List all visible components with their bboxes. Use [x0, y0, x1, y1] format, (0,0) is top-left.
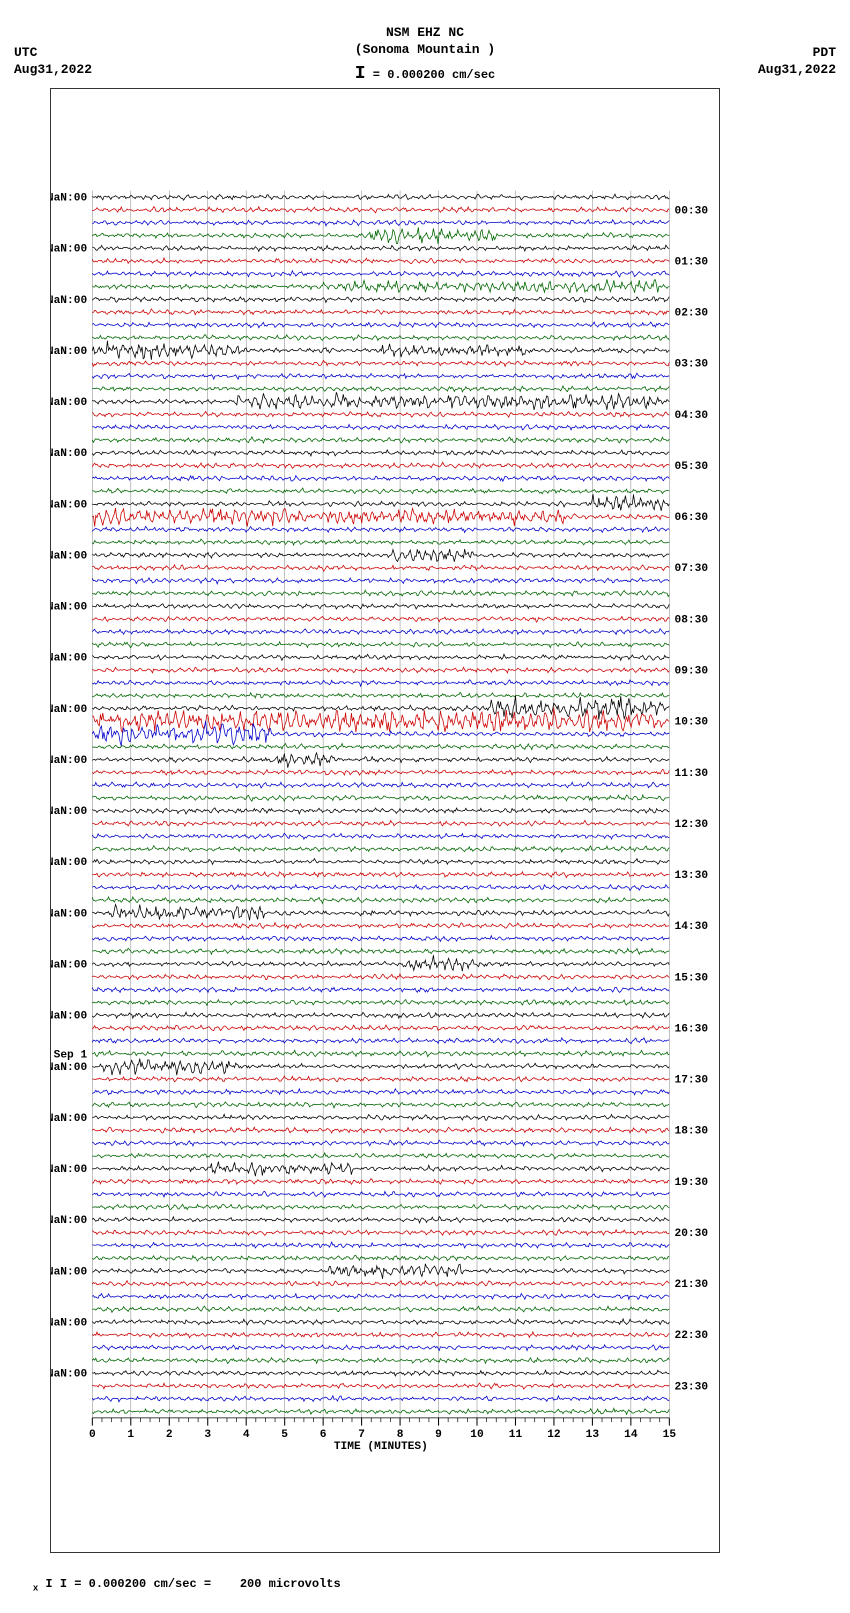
- station-name: (Sonoma Mountain ): [0, 42, 850, 59]
- scale-indicator: I = 0.000200 cm/sec: [0, 63, 850, 86]
- utc-date: Aug31,2022: [14, 62, 92, 79]
- svg-text:NaN:00: NaN:00: [51, 448, 87, 460]
- pdt-label: PDT: [758, 45, 836, 62]
- svg-text:10:30: 10:30: [674, 717, 708, 729]
- svg-text:NaN:00: NaN:00: [51, 1113, 87, 1125]
- svg-text:12:30: 12:30: [674, 819, 708, 831]
- svg-text:NaN:00: NaN:00: [51, 346, 87, 358]
- svg-text:NaN:00: NaN:00: [51, 908, 87, 920]
- svg-text:NaN:00: NaN:00: [51, 806, 87, 818]
- svg-text:1: 1: [127, 1429, 134, 1441]
- svg-text:2: 2: [166, 1429, 173, 1441]
- svg-text:NaN:00: NaN:00: [51, 1164, 87, 1176]
- svg-text:NaN:00: NaN:00: [51, 704, 87, 716]
- svg-text:06:30: 06:30: [674, 512, 708, 524]
- svg-text:NaN:00: NaN:00: [51, 1317, 87, 1329]
- seismogram-svg: NaN:00 NaN:00 NaN:00 NaN:00 NaN:00 NaN:00 NaN:…: [51, 89, 721, 1554]
- utc-label-block: UTC Aug31,2022: [14, 45, 92, 79]
- svg-text:04:30: 04:30: [674, 410, 708, 422]
- svg-text:NaN:00: NaN:00: [51, 1062, 87, 1074]
- svg-text:6: 6: [320, 1429, 327, 1441]
- svg-text:03:30: 03:30: [674, 359, 708, 371]
- svg-text:7: 7: [358, 1429, 365, 1441]
- svg-text:15:30: 15:30: [674, 972, 708, 984]
- svg-text:3: 3: [204, 1429, 211, 1441]
- svg-text:15: 15: [663, 1429, 677, 1441]
- svg-text:11: 11: [509, 1429, 523, 1441]
- svg-text:13: 13: [586, 1429, 600, 1441]
- svg-text:10: 10: [470, 1429, 484, 1441]
- svg-text:8: 8: [397, 1429, 404, 1441]
- svg-text:01:30: 01:30: [674, 256, 708, 268]
- svg-text:NaN:00: NaN:00: [51, 653, 87, 665]
- svg-text:NaN:00: NaN:00: [51, 193, 87, 205]
- svg-text:NaN:00: NaN:00: [51, 397, 87, 409]
- svg-text:NaN:00: NaN:00: [51, 550, 87, 562]
- svg-text:14: 14: [624, 1429, 638, 1441]
- svg-text:NaN:00: NaN:00: [51, 1369, 87, 1381]
- seismogram-plot: NaN:00 NaN:00 NaN:00 NaN:00 NaN:00 NaN:00 NaN:…: [50, 88, 720, 1553]
- svg-text:00:30: 00:30: [674, 205, 708, 217]
- svg-text:05:30: 05:30: [674, 461, 708, 473]
- svg-text:12: 12: [547, 1429, 561, 1441]
- svg-text:17:30: 17:30: [674, 1075, 708, 1087]
- svg-text:21:30: 21:30: [674, 1279, 708, 1291]
- svg-text:09:30: 09:30: [674, 665, 708, 677]
- utc-label: UTC: [14, 45, 92, 62]
- svg-text:Sep 1: Sep 1: [54, 1050, 88, 1062]
- svg-text:18:30: 18:30: [674, 1126, 708, 1138]
- svg-text:22:30: 22:30: [674, 1330, 708, 1342]
- svg-text:NaN:00: NaN:00: [51, 857, 87, 869]
- svg-text:NaN:00: NaN:00: [51, 244, 87, 256]
- pdt-label-block: PDT Aug31,2022: [758, 45, 836, 79]
- svg-text:NaN:00: NaN:00: [51, 602, 87, 614]
- svg-text:NaN:00: NaN:00: [51, 1266, 87, 1278]
- station-code: NSM EHZ NC: [0, 25, 850, 42]
- svg-text:NaN:00: NaN:00: [51, 499, 87, 511]
- svg-text:14:30: 14:30: [674, 921, 708, 933]
- svg-text:07:30: 07:30: [674, 563, 708, 575]
- svg-text:TIME (MINUTES): TIME (MINUTES): [334, 1441, 428, 1453]
- svg-text:13:30: 13:30: [674, 870, 708, 882]
- svg-text:9: 9: [435, 1429, 442, 1441]
- svg-text:19:30: 19:30: [674, 1177, 708, 1189]
- svg-text:NaN:00: NaN:00: [51, 1215, 87, 1227]
- svg-text:NaN:00: NaN:00: [51, 295, 87, 307]
- svg-text:08:30: 08:30: [674, 614, 708, 626]
- scale-label: = 0.000200 cm/sec: [373, 68, 495, 82]
- pdt-date: Aug31,2022: [758, 62, 836, 79]
- svg-text:23:30: 23:30: [674, 1381, 708, 1393]
- svg-text:20:30: 20:30: [674, 1228, 708, 1240]
- svg-text:NaN:00: NaN:00: [51, 1011, 87, 1023]
- svg-text:16:30: 16:30: [674, 1023, 708, 1035]
- footer-scale: x I I = 0.000200 cm/sec = 200 microvolts: [4, 1563, 341, 1607]
- svg-text:4: 4: [243, 1429, 250, 1441]
- svg-text:NaN:00: NaN:00: [51, 755, 87, 767]
- svg-text:11:30: 11:30: [674, 768, 708, 780]
- svg-text:0: 0: [89, 1429, 96, 1441]
- svg-text:02:30: 02:30: [674, 308, 708, 320]
- svg-text:NaN:00: NaN:00: [51, 960, 87, 972]
- svg-text:5: 5: [281, 1429, 288, 1441]
- header: NSM EHZ NC (Sonoma Mountain ) I = 0.0002…: [0, 0, 850, 86]
